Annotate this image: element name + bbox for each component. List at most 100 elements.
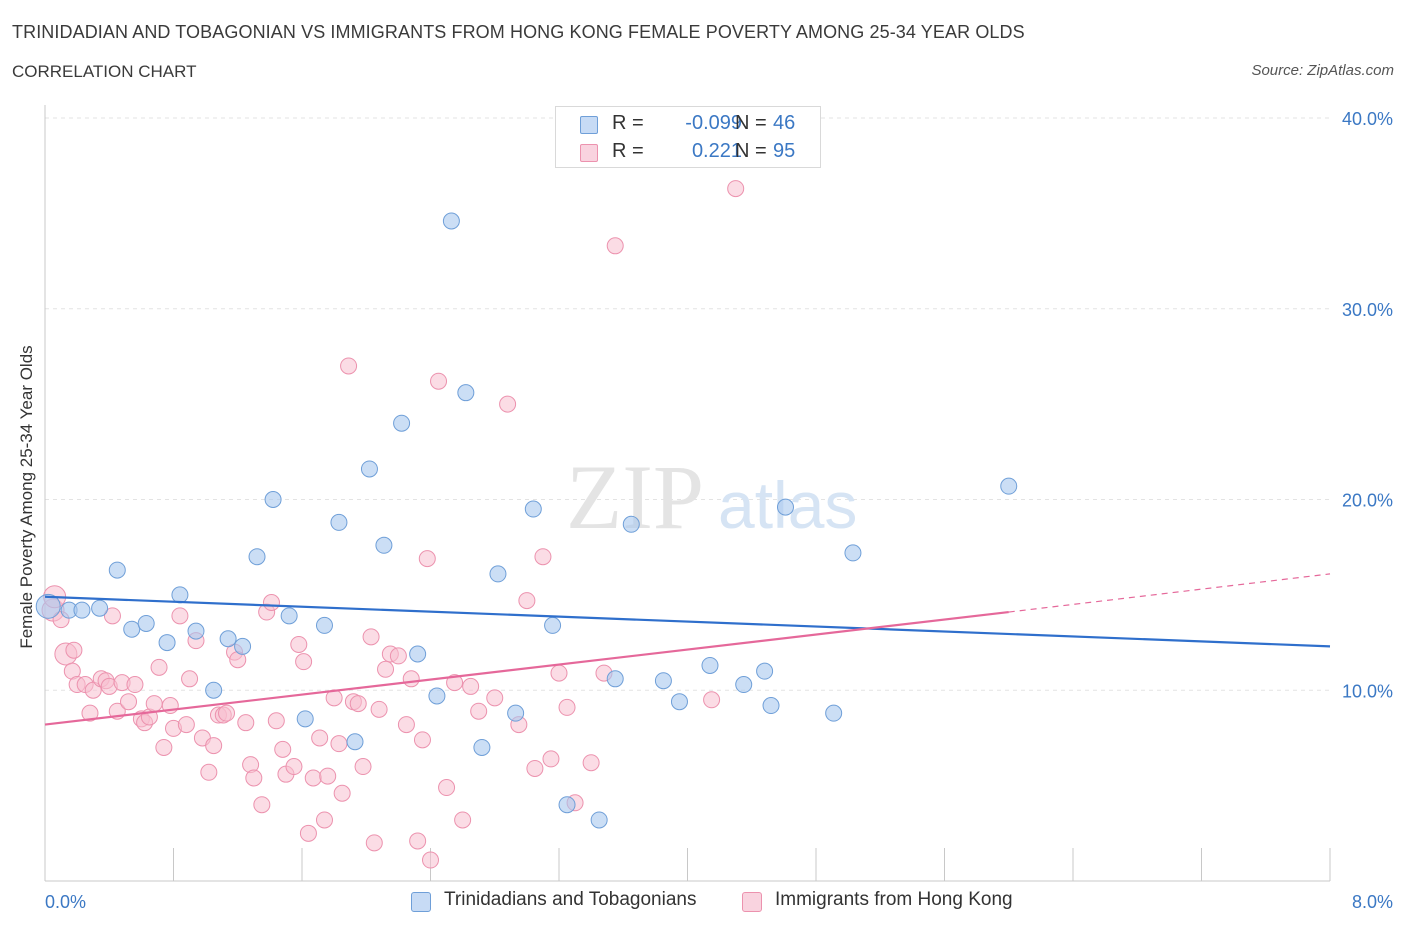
y-axis-label: Female Poverty Among 25-34 Year Olds bbox=[17, 345, 36, 649]
data-point-hong-kong bbox=[237, 714, 255, 732]
data-point-trinidadian bbox=[158, 634, 176, 652]
r-value: -0.099 bbox=[685, 112, 742, 134]
data-point-hong-kong bbox=[446, 674, 464, 692]
data-point-hong-kong bbox=[200, 763, 218, 781]
data-point-hong-kong bbox=[402, 670, 420, 688]
data-point-hong-kong bbox=[245, 769, 263, 787]
data-point-hong-kong bbox=[558, 698, 576, 716]
data-point-hong-kong bbox=[155, 738, 173, 756]
pink-swatch bbox=[580, 144, 598, 162]
data-point-trinidadian bbox=[330, 513, 348, 531]
data-point-hong-kong bbox=[397, 716, 415, 734]
data-point-hong-kong bbox=[295, 653, 313, 671]
data-point-trinidadian bbox=[428, 687, 446, 705]
data-point-hong-kong bbox=[150, 658, 168, 676]
n-value: 46 bbox=[773, 112, 796, 134]
data-point-hong-kong bbox=[145, 695, 163, 713]
x-tick-label: 0.0% bbox=[45, 892, 86, 912]
data-point-hong-kong bbox=[103, 607, 121, 625]
data-point-hong-kong bbox=[340, 357, 358, 375]
r-label: R = bbox=[612, 112, 644, 134]
data-point-trinidadian bbox=[1000, 477, 1018, 495]
data-point-hong-kong bbox=[526, 759, 544, 777]
data-point-hong-kong bbox=[582, 754, 600, 772]
data-point-trinidadian bbox=[171, 586, 189, 604]
data-point-hong-kong bbox=[319, 767, 337, 785]
data-point-trinidadian bbox=[473, 738, 491, 756]
data-point-trinidadian bbox=[187, 622, 205, 640]
data-point-trinidadian bbox=[524, 500, 542, 518]
data-point-hong-kong bbox=[274, 740, 292, 758]
x-tick-label: 8.0% bbox=[1352, 892, 1393, 912]
series-trinidadian bbox=[35, 212, 1018, 829]
data-point-hong-kong bbox=[299, 824, 317, 842]
data-point-hong-kong bbox=[81, 704, 99, 722]
data-point-hong-kong bbox=[418, 550, 436, 568]
y-tick-label: 10.0% bbox=[1342, 681, 1393, 701]
data-point-hong-kong bbox=[362, 628, 380, 646]
data-point-trinidadian bbox=[489, 565, 507, 583]
data-point-trinidadian bbox=[762, 697, 780, 715]
data-point-trinidadian bbox=[590, 811, 608, 829]
data-point-hong-kong bbox=[311, 729, 329, 747]
data-point-hong-kong bbox=[365, 834, 383, 852]
data-point-trinidadian bbox=[108, 561, 126, 579]
data-point-trinidadian bbox=[825, 704, 843, 722]
data-point-hong-kong bbox=[606, 237, 624, 255]
n-label: N = bbox=[735, 140, 767, 162]
data-point-hong-kong bbox=[409, 832, 427, 850]
data-point-hong-kong bbox=[262, 594, 280, 612]
chart-subtitle: CORRELATION CHART bbox=[12, 62, 197, 81]
data-point-hong-kong bbox=[499, 395, 517, 413]
data-point-hong-kong bbox=[542, 750, 560, 768]
series-hong-kong bbox=[41, 180, 745, 869]
data-point-trinidadian bbox=[442, 212, 460, 230]
data-point-hong-kong bbox=[534, 548, 552, 566]
data-point-hong-kong bbox=[413, 731, 431, 749]
blue-swatch bbox=[580, 116, 598, 134]
data-point-trinidadian bbox=[375, 536, 393, 554]
trend-line-hong-kong-extension bbox=[1008, 573, 1331, 613]
data-point-hong-kong bbox=[315, 811, 333, 829]
data-point-hong-kong bbox=[462, 677, 480, 695]
data-point-trinidadian bbox=[248, 548, 266, 566]
data-point-hong-kong bbox=[377, 660, 395, 678]
data-point-trinidadian bbox=[35, 593, 61, 619]
data-point-hong-kong bbox=[171, 607, 189, 625]
trend-line-hong-kong bbox=[44, 610, 1009, 726]
data-point-hong-kong bbox=[430, 372, 448, 390]
data-point-hong-kong bbox=[205, 737, 223, 755]
data-point-trinidadian bbox=[558, 796, 576, 814]
source-note: Source: ZipAtlas.com bbox=[1251, 62, 1394, 79]
data-point-hong-kong bbox=[422, 851, 439, 869]
data-point-trinidadian bbox=[280, 607, 298, 625]
data-point-hong-kong bbox=[454, 811, 472, 829]
data-point-hong-kong bbox=[253, 796, 271, 814]
r-label: R = bbox=[612, 140, 644, 162]
data-point-trinidadian bbox=[91, 599, 109, 617]
data-point-trinidadian bbox=[123, 620, 141, 638]
data-point-hong-kong bbox=[333, 784, 351, 802]
trend-line-trinidadian bbox=[44, 595, 1331, 648]
data-point-trinidadian bbox=[234, 637, 252, 655]
chart-title: TRINIDADIAN AND TOBAGONIAN VS IMMIGRANTS… bbox=[12, 22, 1025, 42]
y-tick-label: 20.0% bbox=[1342, 491, 1393, 511]
data-point-hong-kong bbox=[518, 592, 536, 610]
data-point-trinidadian bbox=[409, 645, 427, 663]
axes bbox=[44, 105, 1331, 882]
data-point-trinidadian bbox=[296, 710, 314, 728]
data-point-hong-kong bbox=[181, 670, 199, 688]
data-point-hong-kong bbox=[438, 779, 456, 797]
data-point-hong-kong bbox=[486, 689, 504, 707]
data-point-trinidadian bbox=[654, 672, 672, 690]
data-point-trinidadian bbox=[315, 616, 333, 634]
trend-lines bbox=[44, 573, 1331, 726]
legend-label: Immigrants from Hong Kong bbox=[775, 889, 1013, 910]
data-point-hong-kong bbox=[354, 758, 372, 776]
data-point-trinidadian bbox=[137, 614, 155, 632]
legend-label: Trinidadians and Tobagonians bbox=[444, 889, 697, 910]
data-point-hong-kong bbox=[370, 700, 388, 718]
data-point-trinidadian bbox=[544, 616, 562, 634]
data-point-hong-kong bbox=[550, 664, 568, 682]
